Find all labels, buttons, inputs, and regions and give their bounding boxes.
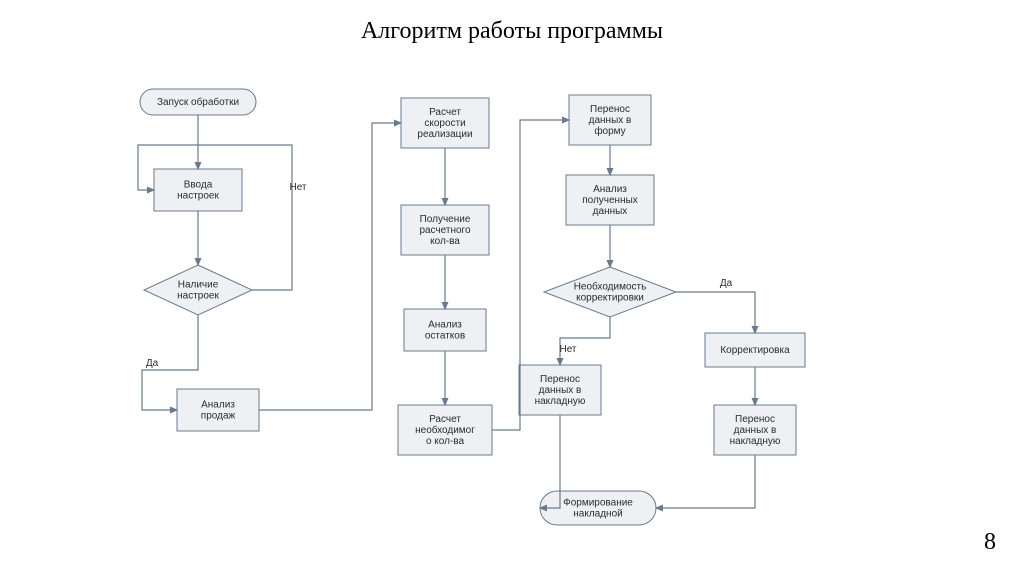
- node-transfer_inv2: Переносданных внакладную: [714, 405, 796, 455]
- node-decision2: Необходимостькорректировки: [544, 267, 676, 317]
- node-start: Запуск обработки: [140, 89, 256, 115]
- svg-text:данных: данных: [593, 206, 628, 217]
- node-transfer_form: Переносданных вформу: [569, 95, 651, 145]
- svg-text:Перенос: Перенос: [735, 414, 775, 425]
- edge-decision2-correction: [676, 292, 755, 333]
- edge-decision2-transfer_inv1: [560, 317, 610, 365]
- svg-text:накладной: накладной: [573, 509, 622, 520]
- page-title: Алгоритм работы программы: [0, 0, 1024, 45]
- svg-text:данных в: данных в: [734, 425, 777, 436]
- node-calc_speed: Расчетскоростиреализации: [401, 98, 489, 148]
- svg-text:Анализ: Анализ: [428, 320, 462, 331]
- svg-text:Анализ: Анализ: [593, 184, 627, 195]
- svg-text:о кол-ва: о кол-ва: [426, 436, 465, 447]
- node-analysis_sales: Анализпродаж: [177, 389, 259, 431]
- svg-text:Анализ: Анализ: [201, 400, 235, 411]
- edge-label: Да: [720, 278, 733, 289]
- page-number: 8: [984, 529, 996, 556]
- svg-text:Перенос: Перенос: [590, 104, 630, 115]
- svg-text:расчетного: расчетного: [419, 225, 471, 236]
- node-transfer_inv1: Переносданных внакладную: [519, 365, 601, 415]
- svg-text:продаж: продаж: [201, 411, 236, 422]
- edge-analysis_sales-calc_speed: [259, 123, 401, 410]
- svg-text:настроек: настроек: [177, 291, 219, 302]
- svg-text:кол-ва: кол-ва: [430, 236, 460, 247]
- node-correction: Корректировка: [705, 333, 805, 367]
- svg-text:Расчет: Расчет: [429, 414, 461, 425]
- svg-text:Расчет: Расчет: [429, 107, 461, 118]
- node-decision1: Наличиенастроек: [144, 265, 252, 315]
- node-anal_recv: Анализполученныхданных: [566, 175, 654, 225]
- svg-text:остатков: остатков: [425, 331, 465, 342]
- svg-text:Необходимость: Необходимость: [574, 281, 647, 293]
- svg-text:данных в: данных в: [589, 115, 632, 126]
- svg-text:реализации: реализации: [417, 129, 472, 140]
- edge-label: Да: [146, 358, 159, 369]
- node-calc_need: Расчетнеобходимого кол-ва: [398, 405, 492, 455]
- svg-text:Корректировка: Корректировка: [720, 345, 790, 356]
- node-get_qty: Получениерасчетногокол-ва: [401, 205, 489, 255]
- svg-text:Ввода: Ввода: [184, 180, 213, 191]
- edge-label: Нет: [289, 182, 306, 193]
- svg-text:Перенос: Перенос: [540, 374, 580, 385]
- node-input: Вводанастроек: [154, 169, 242, 211]
- svg-text:данных в: данных в: [539, 385, 582, 396]
- svg-text:Формирование: Формирование: [563, 498, 633, 509]
- svg-text:полученных: полученных: [582, 195, 638, 206]
- svg-text:Наличие: Наличие: [178, 280, 219, 291]
- flowchart-canvas: Запуск обработкиВводанастроекНаличиенаст…: [120, 70, 900, 550]
- svg-text:необходимог: необходимог: [415, 424, 475, 436]
- edge-decision1-input: [138, 145, 292, 290]
- svg-text:скорости: скорости: [424, 118, 465, 129]
- svg-text:Запуск обработки: Запуск обработки: [157, 96, 239, 108]
- edge-transfer_inv2-end: [656, 455, 755, 508]
- svg-text:форму: форму: [594, 125, 625, 137]
- svg-text:Получение: Получение: [420, 214, 471, 225]
- svg-text:корректировки: корректировки: [576, 293, 644, 304]
- edge-label: Нет: [559, 344, 576, 355]
- svg-text:накладную: накладную: [535, 396, 586, 407]
- svg-text:накладную: накладную: [730, 436, 781, 447]
- svg-text:настроек: настроек: [177, 191, 219, 202]
- node-anal_rem: Анализостатков: [404, 309, 486, 351]
